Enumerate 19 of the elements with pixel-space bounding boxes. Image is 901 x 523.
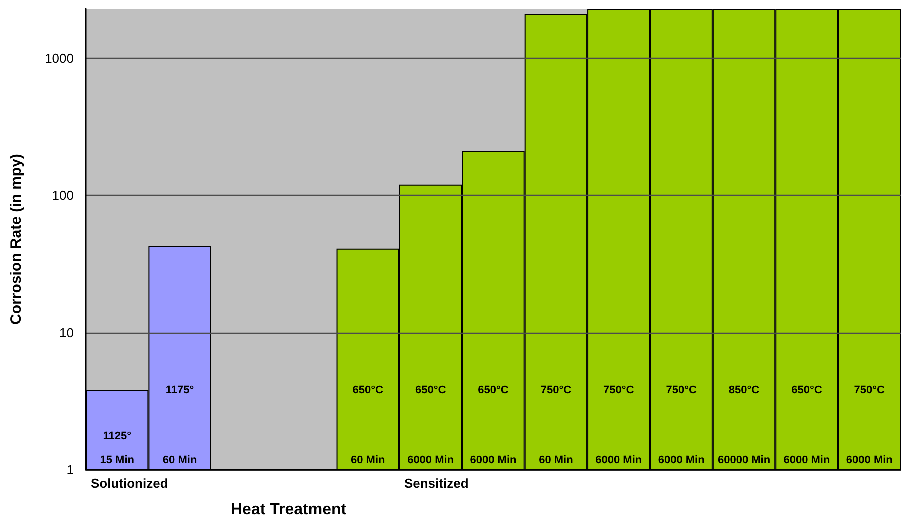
category-label: 1175° 60 Min — [162, 384, 198, 466]
category-label: 750°C 6000 Min — [846, 384, 893, 466]
y-tick-label: 1 — [66, 462, 74, 478]
y-axis-title: Corrosion Rate (in mpy) — [8, 154, 25, 325]
x-tick-label: 1125° 15 Min — [100, 430, 135, 466]
category-label: 750°C 60 Min — [539, 384, 574, 466]
y-tick-label: 1000 — [45, 51, 74, 66]
y-tick-label: 10 — [60, 325, 74, 340]
category-label: 650°C 6000 Min — [784, 384, 830, 466]
category-label: 750°C 6000 Min — [658, 384, 705, 466]
y-tick-label: 100 — [52, 188, 74, 204]
x-axis-title: Heat Treatment — [231, 502, 348, 518]
category-label: 650°C 60 Min — [351, 384, 386, 466]
category-label: 650°C 6000 Min — [408, 384, 454, 466]
text: Sensitized — [404, 476, 469, 491]
text: Solutionized — [91, 476, 168, 491]
category-label: 850°C 60000 Min — [718, 384, 771, 466]
category-label: 750°C 6000 Min — [596, 384, 642, 466]
category-label: 650°C 6000 Min — [470, 384, 517, 466]
